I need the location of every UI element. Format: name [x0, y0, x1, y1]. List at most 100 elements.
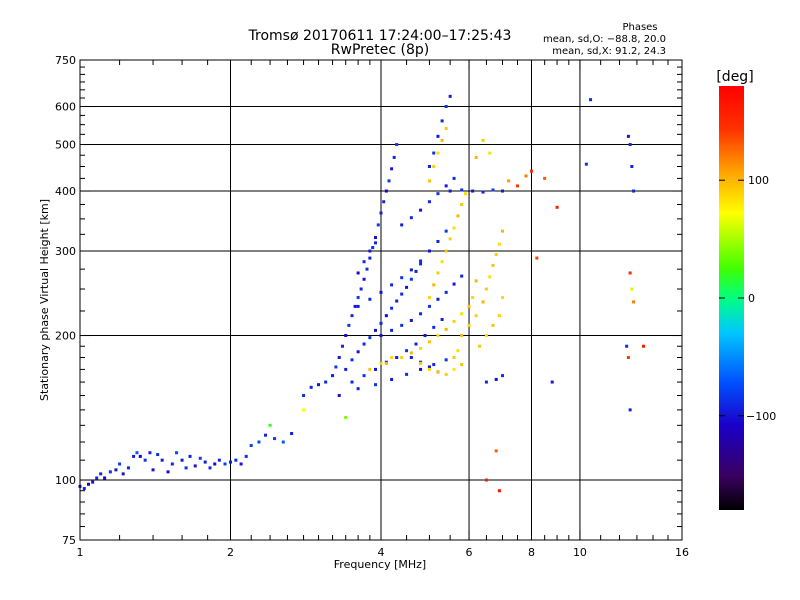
echo-point-o [444, 290, 448, 294]
echo-point-o [374, 241, 378, 245]
echo-point-x [444, 126, 448, 130]
echo-point-x [390, 355, 394, 359]
echo-point-o [409, 318, 413, 322]
echo-point-x [491, 323, 495, 327]
echo-point-o [368, 297, 372, 301]
echo-point-x [481, 300, 485, 304]
echo-point-o [379, 290, 383, 294]
echo-point-x [535, 256, 539, 260]
echo-point-o [208, 466, 212, 470]
phase-stats-o: mean, sd,O: −88.8, 20.0 [543, 34, 666, 45]
x-tick-label: 1 [77, 546, 84, 559]
echo-point-x [419, 361, 423, 365]
echo-point-o [337, 394, 341, 398]
echo-point-x [384, 361, 388, 365]
echo-point-x [452, 226, 456, 230]
echo-point-x [436, 370, 440, 374]
echo-point-o [99, 472, 103, 476]
echo-point-o [390, 167, 394, 171]
echo-point-o [82, 487, 86, 491]
echo-point-o [151, 468, 155, 472]
echo-point-o [340, 344, 344, 348]
echo-point-o [409, 277, 413, 281]
echo-point-o [114, 468, 118, 472]
echo-point-o [281, 440, 285, 444]
echo-point-x [507, 179, 511, 183]
echo-point-o [419, 367, 423, 371]
echo-point-o [91, 480, 95, 484]
echo-point-o [239, 462, 243, 466]
x-tick-label: 4 [378, 546, 385, 559]
echo-point-o [395, 355, 399, 359]
echo-point-o [223, 462, 227, 466]
echo-point-o [432, 151, 436, 155]
echo-point-x [474, 314, 478, 318]
phase-stats-x: mean, sd,X: 91.2, 24.3 [552, 46, 666, 57]
echo-point-o [368, 249, 372, 253]
plot-frame [79, 59, 683, 541]
echo-point-x [444, 327, 448, 331]
echo-point-o [379, 321, 383, 325]
echo-point-o [344, 334, 348, 338]
echo-point-o [390, 328, 394, 332]
y-tick-label: 100 [55, 474, 76, 487]
colorbar-label: [deg] [716, 69, 753, 85]
echo-point-x [436, 334, 440, 338]
echo-point-x [497, 314, 501, 318]
echo-point-x [555, 205, 559, 209]
echo-point-o [143, 458, 147, 462]
echo-point-x [497, 242, 501, 246]
echo-point-x [515, 184, 519, 188]
scatter-points [78, 94, 645, 493]
echo-point-o [356, 271, 360, 275]
echo-point-o [395, 299, 399, 303]
x-tick-label: 2 [227, 546, 234, 559]
echo-point-x [484, 287, 488, 291]
echo-point-x [400, 355, 404, 359]
x-tick-label: 16 [675, 546, 689, 559]
y-tick-label: 600 [55, 101, 76, 114]
echo-point-x [501, 296, 505, 300]
echo-point-o [471, 189, 475, 193]
echo-point-o [427, 164, 431, 168]
echo-point-o [405, 285, 409, 289]
echo-point-x [444, 372, 448, 376]
colorbar: [deg] 100 0 −100 [716, 69, 776, 510]
echo-point-o [331, 374, 335, 378]
echo-point-o [409, 268, 413, 272]
echo-point-o [444, 358, 448, 362]
echo-point-x [432, 283, 436, 287]
echo-point-o [414, 342, 418, 346]
chart-title: Tromsø 20170611 17:24:00–17:25:43 [248, 28, 512, 44]
echo-point-x [524, 174, 528, 178]
echo-point-o [184, 466, 188, 470]
echo-point-x [460, 334, 464, 338]
echo-point-x [436, 271, 440, 275]
echo-point-o [484, 380, 488, 384]
echo-point-o [198, 456, 202, 460]
echo-point-o [432, 363, 436, 367]
echo-point-o [405, 349, 409, 353]
echo-point-x [463, 192, 467, 196]
echo-point-o [121, 472, 125, 476]
echo-point-x [481, 138, 485, 142]
echo-point-o [156, 453, 160, 457]
echo-point-o [353, 304, 357, 308]
echo-point-o [234, 458, 238, 462]
echo-point-o [118, 462, 122, 466]
echo-point-o [628, 408, 632, 412]
echo-point-o [273, 437, 277, 441]
echo-point-o [148, 451, 152, 455]
echo-point-o [444, 105, 448, 109]
echo-point-x [440, 260, 444, 264]
echo-point-x [436, 151, 440, 155]
colorbar-tick-label: 0 [748, 292, 755, 305]
y-tick-label: 300 [55, 245, 76, 258]
echo-point-o [371, 246, 375, 250]
echo-point-o [419, 208, 423, 212]
echo-point-x [501, 229, 505, 233]
echo-point-o [302, 394, 306, 398]
echo-point-o [359, 287, 363, 291]
echo-point-o [384, 189, 388, 193]
echo-point-o [290, 432, 294, 436]
